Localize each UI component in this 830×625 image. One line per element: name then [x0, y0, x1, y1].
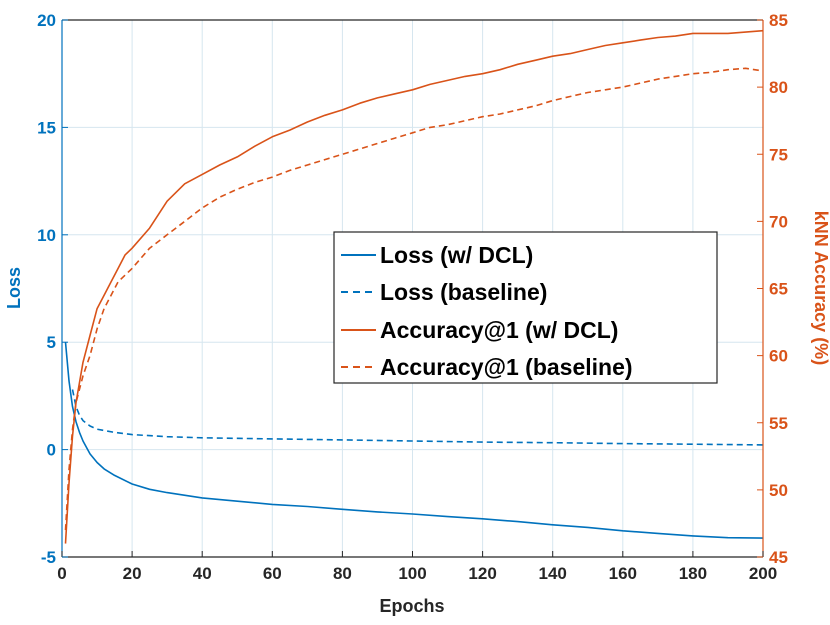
y-right-tick-label: 60 [769, 347, 788, 366]
legend: Loss (w/ DCL) Loss (baseline) Accuracy@1… [333, 231, 718, 384]
series-line-1 [71, 389, 764, 446]
y-right-tick-label: 70 [769, 212, 788, 231]
x-tick-label: 0 [57, 564, 66, 583]
y-right-tick-label: 50 [769, 481, 788, 500]
y-right-tick-label: 45 [769, 548, 788, 567]
legend-label-acc-dcl: Accuracy@1 (w/ DCL) [380, 317, 618, 343]
y-right-tick-label: 85 [769, 11, 788, 30]
x-tick-label: 20 [123, 564, 142, 583]
x-tick-label: 40 [193, 564, 212, 583]
x-tick-label: 180 [679, 564, 707, 583]
x-axis-label: Epochs [379, 596, 444, 616]
legend-box [333, 231, 718, 384]
x-tick-label: 100 [398, 564, 426, 583]
tick-labels: 0 20 40 60 80 100 120 140 160 180 200-505101520455… [37, 11, 788, 583]
x-tick-label: 120 [468, 564, 496, 583]
y-left-tick-label: 5 [47, 333, 56, 352]
legend-label-loss-dcl: Loss (w/ DCL) [380, 242, 533, 268]
y-right-tick-label: 55 [769, 414, 788, 433]
series-line-2 [64, 29, 764, 544]
legend-label-acc-baseline: Accuracy@1 (baseline) [380, 354, 633, 380]
x-tick-label: 200 [749, 564, 777, 583]
x-tick-label: 140 [539, 564, 567, 583]
y-left-tick-label: 20 [37, 11, 56, 30]
x-tick-label: 60 [263, 564, 282, 583]
y-right-tick-label: 80 [769, 78, 788, 97]
y-left-tick-label: 0 [47, 441, 56, 460]
y-left-tick-label: -5 [41, 548, 56, 567]
y-axis-right-label: kNN Accuracy (%) [811, 211, 830, 365]
y-right-tick-label: 65 [769, 280, 788, 299]
y-left-tick-label: 10 [37, 226, 56, 245]
data-lines [64, 29, 764, 544]
axes [61, 19, 764, 558]
legend-label-loss-baseline: Loss (baseline) [380, 279, 547, 305]
y-axis-left-label: Loss [4, 267, 24, 309]
series-line-0 [64, 342, 764, 539]
y-right-tick-label: 75 [769, 145, 788, 164]
y-left-tick-label: 15 [37, 118, 56, 137]
x-tick-label: 160 [609, 564, 637, 583]
x-tick-label: 80 [333, 564, 352, 583]
